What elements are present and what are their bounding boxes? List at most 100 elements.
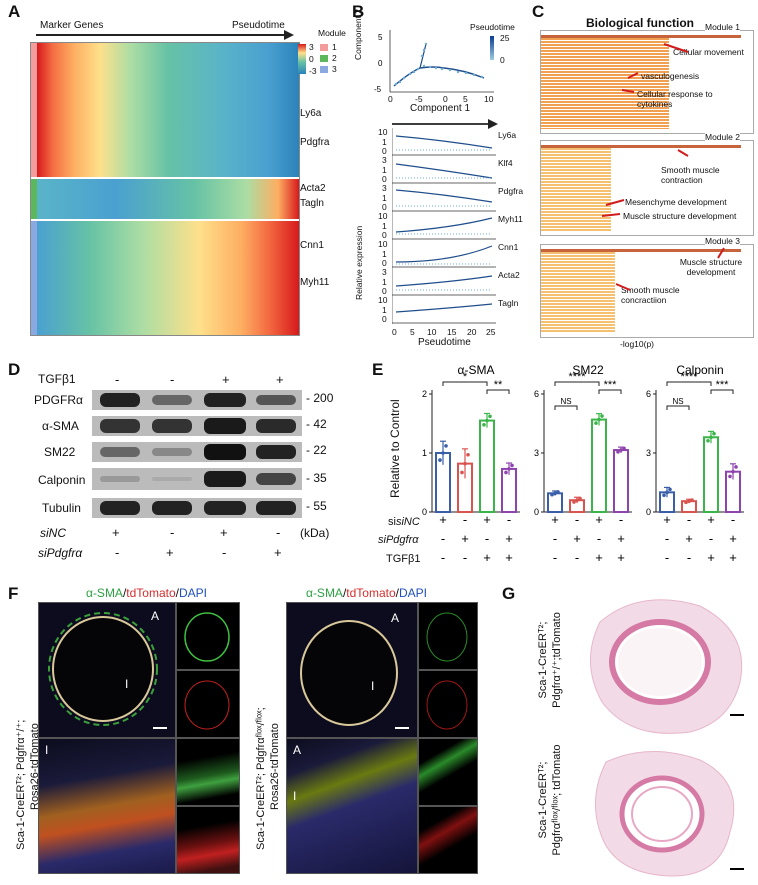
e-sign: + bbox=[729, 531, 737, 546]
panel-label-b: B bbox=[352, 2, 365, 21]
e-sign: + bbox=[573, 531, 581, 546]
e-sig-bracket bbox=[554, 405, 578, 410]
c-module-3-box: Module 3 Muscle structure development Sm… bbox=[540, 236, 754, 338]
e-sig-bracket bbox=[442, 381, 488, 386]
b-legend-bar bbox=[490, 36, 494, 60]
module-swatch-3 bbox=[320, 66, 328, 73]
e-bar bbox=[547, 492, 563, 513]
b-row-klf4: 3 1 0 Klf4 bbox=[382, 155, 513, 184]
e-point bbox=[463, 461, 467, 466]
g-top-label: Sca-1-CreERᵀ²; Pdgfrα⁺/⁺;tdTomato bbox=[537, 612, 563, 708]
c-m1-ann-2: vasculogenesis bbox=[641, 71, 700, 81]
b-pseudotime-arrow bbox=[392, 119, 498, 129]
e-ytick: 6 bbox=[646, 389, 651, 399]
e-point bbox=[690, 498, 694, 502]
b-top-xtick-4: 10 bbox=[484, 94, 494, 104]
e-sign: + bbox=[617, 531, 625, 546]
e-bar-charts: α-SMA012***SM22036****NS***Calponin036**… bbox=[422, 363, 744, 517]
e-bar bbox=[613, 449, 629, 514]
e-ytick: 0 bbox=[534, 507, 539, 517]
e-sign: + bbox=[505, 550, 513, 565]
b-row-cnn1: 10 1 0 Cnn1 bbox=[378, 239, 519, 268]
b-top-ytick-0: 5 bbox=[378, 33, 383, 42]
e-sign: + bbox=[729, 550, 737, 565]
heatmap-module-2 bbox=[37, 179, 299, 219]
e-sign: - bbox=[575, 550, 579, 565]
e-ytick: 6 bbox=[534, 389, 539, 399]
e-point bbox=[575, 498, 579, 502]
heatmap-module-3 bbox=[37, 221, 299, 335]
g-bottom-section bbox=[595, 751, 744, 877]
d-protein-4: Calponin bbox=[38, 473, 86, 487]
d-tgf-sign-1: - bbox=[115, 372, 120, 387]
e-sign-rows: + - + - - + - + - - + + + - + - - + - + - - + + + - + - - + - + - - + + bbox=[439, 512, 737, 565]
heatmap-divider-1 bbox=[37, 177, 299, 179]
e-point bbox=[662, 493, 666, 498]
e-point bbox=[578, 496, 582, 501]
c-module-2-name: Module 2 bbox=[705, 132, 740, 142]
b-gene-cnn1: Cnn1 bbox=[498, 242, 519, 252]
d-sinc-sign-3: + bbox=[220, 525, 228, 540]
module-bar-2 bbox=[31, 179, 37, 219]
scale-min: -3 bbox=[309, 66, 317, 76]
e-row-label-3: TGFβ1 bbox=[386, 553, 421, 565]
e-point bbox=[619, 448, 623, 452]
b-legend-title: Pseudotime bbox=[470, 22, 515, 32]
module-swatch-2 bbox=[320, 55, 328, 62]
b-xtick-1: 5 bbox=[410, 327, 415, 337]
e-point bbox=[438, 458, 442, 462]
e-sig-bracket bbox=[486, 389, 510, 394]
b-xtick-3: 15 bbox=[447, 327, 457, 337]
e-sign: + bbox=[483, 512, 491, 527]
b-top-xtick-1: -5 bbox=[415, 94, 423, 104]
b-trajectory-plot: 5 0 -5 bbox=[374, 30, 494, 94]
c-module-3-name: Module 3 bbox=[705, 236, 740, 246]
f-right-merge-top: A I bbox=[286, 602, 418, 738]
e-sig-bracket bbox=[666, 381, 712, 386]
d-kda-1: - 200 bbox=[306, 391, 334, 405]
e-point bbox=[684, 500, 688, 505]
e-bar bbox=[591, 418, 607, 513]
b-gene-klf4: Klf4 bbox=[498, 158, 513, 168]
gene-label-tagln: Tagln bbox=[300, 198, 324, 209]
module-legend-title: Module bbox=[318, 28, 346, 38]
c-module-3-bars bbox=[541, 249, 615, 333]
c-module-1-topbar bbox=[541, 35, 741, 38]
e-sign: + bbox=[707, 550, 715, 565]
b-row-pdgfra: 3 1 0 Pdgfra bbox=[382, 183, 524, 212]
e-point bbox=[668, 487, 672, 492]
e-sign: - bbox=[731, 512, 735, 527]
b-top-ytick-2: -5 bbox=[374, 85, 382, 94]
e-sign: - bbox=[687, 512, 691, 527]
c-xlabel: -log10(p) bbox=[620, 339, 655, 349]
e-point bbox=[553, 491, 557, 496]
b-ylabel: Relative expression bbox=[354, 225, 364, 300]
e-point bbox=[597, 417, 601, 422]
e-sign: - bbox=[709, 531, 713, 546]
d-protein-2: α-SMA bbox=[42, 419, 79, 433]
c-m2-ann-1: Smooth muscle contraction bbox=[661, 165, 720, 185]
e-sign: - bbox=[665, 531, 669, 546]
e-sig-label: *** bbox=[604, 379, 618, 391]
e-ylabel: Relative to Control bbox=[388, 399, 402, 498]
gene-label-acta2: Acta2 bbox=[300, 183, 326, 194]
e-sign: - bbox=[665, 550, 669, 565]
b-gene-tagln: Tagln bbox=[498, 298, 519, 308]
e-chart-title: α-SMA bbox=[458, 363, 495, 377]
pseudotime-label-a: Pseudotime bbox=[232, 20, 285, 31]
d-sinc-sign-2: - bbox=[170, 525, 175, 540]
f-left-merge-top: A I bbox=[38, 602, 176, 738]
e-sign: + bbox=[707, 512, 715, 527]
d-kda-4: - 35 bbox=[306, 471, 327, 485]
e-point bbox=[728, 474, 732, 479]
e-ytick: 1 bbox=[422, 448, 427, 458]
c-m2-ann-2: Mesenchyme development bbox=[625, 197, 727, 207]
d-protein-3: SM22 bbox=[44, 445, 76, 459]
e-sig-bracket bbox=[710, 389, 734, 394]
b-top-ytick-1: 0 bbox=[378, 59, 383, 68]
e-sign: - bbox=[463, 512, 467, 527]
e-point bbox=[460, 470, 464, 475]
b-xlabel: Pseudotime bbox=[418, 337, 471, 348]
b-xtick-2: 10 bbox=[427, 327, 437, 337]
e-sig-label: ** bbox=[494, 379, 503, 391]
